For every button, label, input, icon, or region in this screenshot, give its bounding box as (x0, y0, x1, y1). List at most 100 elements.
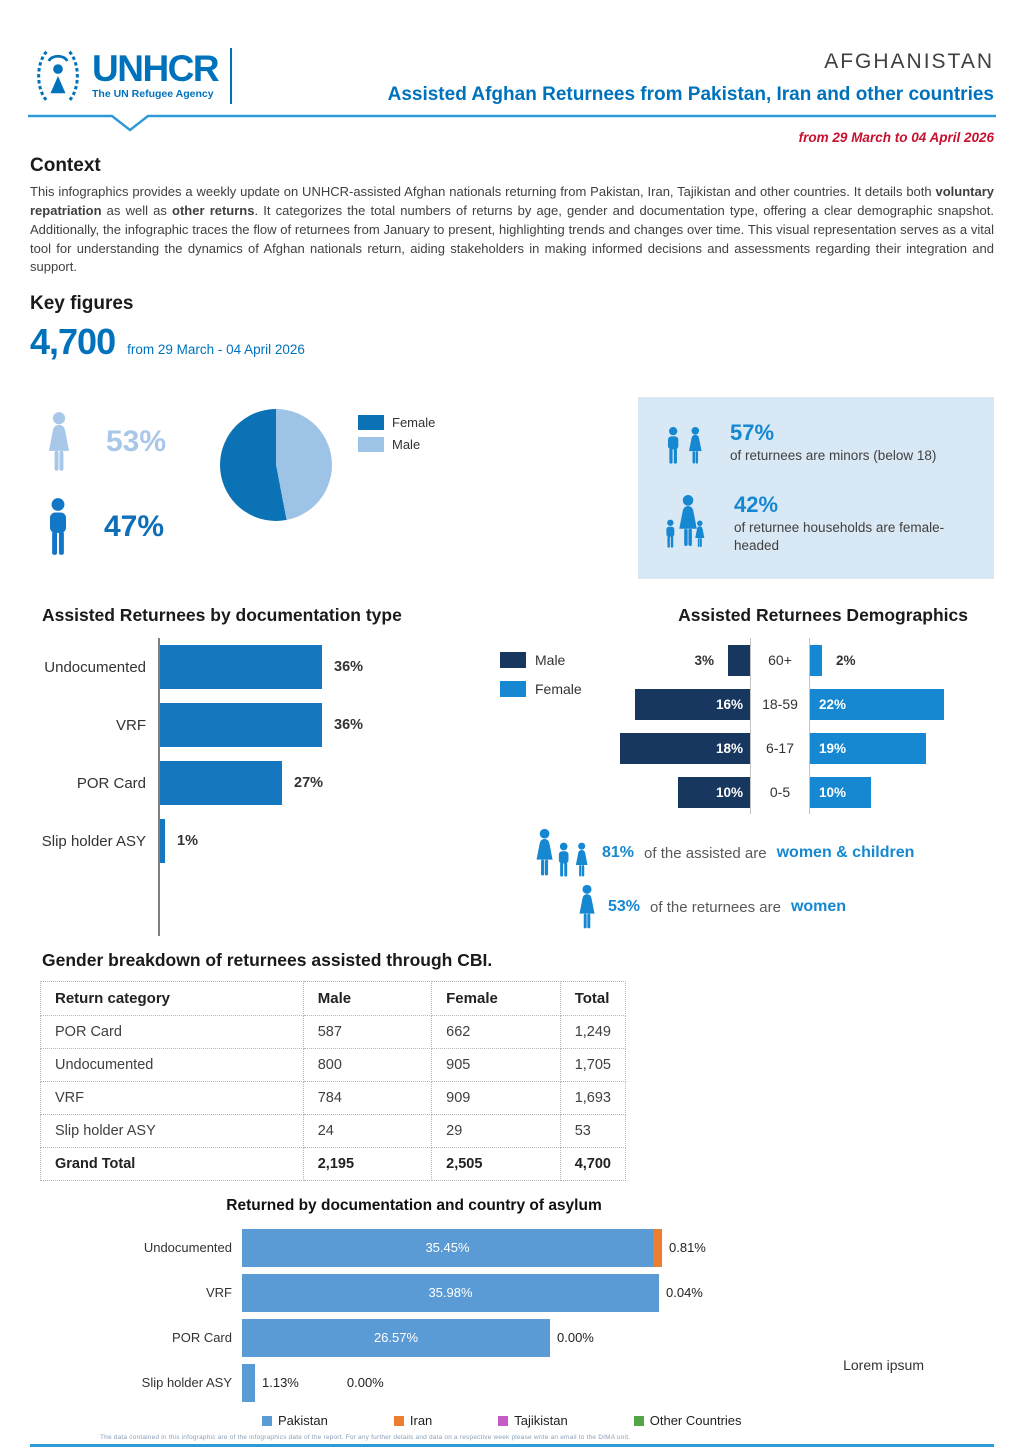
page-title: Assisted Afghan Returnees from Pakistan,… (387, 84, 994, 105)
iran-bar (653, 1228, 662, 1267)
unhcr-logo-tagline: The UN Refugee Agency (92, 87, 214, 100)
iran-value: 0.00% (346, 1375, 384, 1391)
cell-category: VRF (40, 1081, 304, 1116)
female-swatch (500, 681, 526, 698)
female-side: 19% (809, 726, 944, 771)
pyramid-row-18-59: 16% 18-59 22% (608, 682, 944, 727)
age-label: 0-5 (769, 784, 791, 801)
age-label: 60+ (768, 652, 792, 669)
demographics-legend: Male Female (500, 638, 608, 710)
cell-female: 662 (431, 1015, 561, 1050)
legend-item-male: Male (358, 437, 435, 453)
female-bar: 22% (810, 688, 944, 720)
legend-item-female: Female (500, 681, 608, 698)
cell-total: 4,700 (559, 1147, 627, 1182)
bar-value: 1% (177, 833, 198, 850)
col-female: Female (431, 981, 561, 1017)
doc-label: Slip holder ASY (41, 832, 146, 850)
legend-item-other: Other Countries (633, 1413, 742, 1429)
legend-item-pakistan: Pakistan (262, 1413, 328, 1428)
bar-value: 27% (294, 775, 324, 792)
bar-value: 36% (334, 717, 364, 734)
cell-male: 2,195 (302, 1147, 433, 1182)
tajikistan-swatch (498, 1415, 509, 1426)
female-bar: 10% (810, 776, 871, 808)
women-children-icon (536, 829, 588, 877)
iran-value: 0.00% (557, 1330, 594, 1346)
doc-label: Undocumented (44, 658, 146, 676)
cell-total: 53 (559, 1114, 627, 1149)
asylum-legend: Pakistan Iran Tajikistan Other Countries (262, 1413, 984, 1428)
demographics-chart: Male Female 3% 60+ (500, 638, 1024, 815)
asylum-row-vrf: VRF 35.98% 0.04% (104, 1270, 984, 1315)
legend-male-label: Male (535, 652, 566, 669)
male-bar: 16% (635, 688, 750, 720)
doc-bar-row: 36% (160, 638, 363, 696)
other-countries-label: Other Countries (649, 1413, 742, 1429)
unhcr-logo-name: UNHCR (92, 48, 220, 90)
gender-pie-chart (220, 409, 332, 522)
cell-category: Grand Total (40, 1147, 304, 1182)
cell-category: Slip holder ASY (40, 1114, 304, 1149)
cell-total: 1,705 (559, 1048, 627, 1083)
doc-chart-bars: 36% 36% 27% 1% (158, 638, 364, 937)
table-row-grand-total: Grand Total 2,195 2,505 4,700 (40, 1147, 627, 1182)
unhcr-logo-text: UNHCR The UN Refugee Agency (92, 48, 220, 100)
table-row: Undocumented 800 905 1,705 (40, 1048, 627, 1083)
cell-female: 905 (431, 1048, 561, 1083)
minors-text-block: 57% of returnees are minors (below 18) (730, 421, 936, 465)
female-side: 22% (809, 682, 944, 727)
header-right: AFGHANISTAN Assisted Afghan Returnees fr… (388, 46, 994, 106)
wc-pct: 81% (602, 844, 635, 862)
doc-label: POR Card (76, 774, 146, 792)
asylum-row-undocumented: Undocumented 35.45% 0.81% (104, 1225, 984, 1270)
female-headed-text: of returnee households are female-headed (734, 520, 945, 553)
bar-value: 36% (334, 659, 364, 676)
tajikistan-label: Tajikistan (514, 1413, 568, 1429)
male-value: 18% (715, 740, 743, 756)
table-row: VRF 784 909 1,693 (40, 1081, 627, 1116)
cbi-table-title: Gender breakdown of returnees assisted t… (42, 950, 493, 971)
age-label: 18-59 (762, 696, 798, 713)
asylum-chart-title: Returned by documentation and country of… (226, 1197, 602, 1215)
pakistan-bar: 35.45% (242, 1228, 653, 1267)
key-figure: 4,700 from 29 March - 04 April 2026 (30, 321, 994, 363)
unhcr-logo: UNHCR The UN Refugee Agency (30, 46, 233, 106)
asylum-row-por-card: POR Card 26.57% 0.00% (104, 1315, 984, 1360)
context-bold-2: other returns (172, 202, 255, 218)
table-header-row: Return category Male Female Total (40, 981, 627, 1017)
key-figures-heading: Key figures (30, 293, 134, 315)
doc-chart-title: Assisted Returnees by documentation type (42, 605, 402, 626)
cell-male: 24 (302, 1114, 433, 1149)
family-icon (666, 495, 705, 548)
gender-overview-row: 53% 47% Female Male (30, 397, 994, 580)
male-icon (49, 498, 67, 556)
female-value: 19% (819, 740, 847, 756)
charts-row: Undocumented VRF POR Card Slip holder AS… (0, 638, 1024, 937)
cell-female: 909 (431, 1081, 561, 1116)
bar-slip-holder (160, 819, 165, 864)
row-label: Undocumented (143, 1240, 232, 1256)
male-swatch (358, 437, 384, 453)
context-text-3: . It categorizes the total numbers of re… (30, 202, 994, 275)
iran-swatch (393, 1415, 404, 1426)
w-mid: of the returnees are (650, 898, 781, 916)
col-male: Male (302, 981, 433, 1017)
doc-chart-labels: Undocumented VRF POR Card Slip holder AS… (30, 638, 158, 936)
male-pct: 47% (104, 510, 165, 544)
male-share: 47% (44, 497, 194, 557)
women-line: 53% of the returnees are women (576, 884, 1024, 930)
female-value: 10% (819, 784, 847, 800)
iran-value: 0.04% (666, 1285, 703, 1301)
male-value: 10% (715, 784, 743, 800)
asylum-chart: Undocumented 35.45% 0.81% VRF 35.98% 0.0… (104, 1225, 984, 1405)
pyramid-row-0-5: 10% 0-5 10% (608, 770, 944, 815)
bar-vrf (160, 703, 322, 748)
gender-pct-column: 53% 47% (30, 397, 194, 579)
context-text-2: as well as (101, 202, 173, 218)
female-pct: 53% (106, 425, 167, 459)
female-value: 2% (836, 652, 856, 668)
male-bar: 18% (620, 732, 750, 764)
legend-item-male: Male (500, 652, 608, 669)
male-side: 3% (608, 638, 751, 683)
